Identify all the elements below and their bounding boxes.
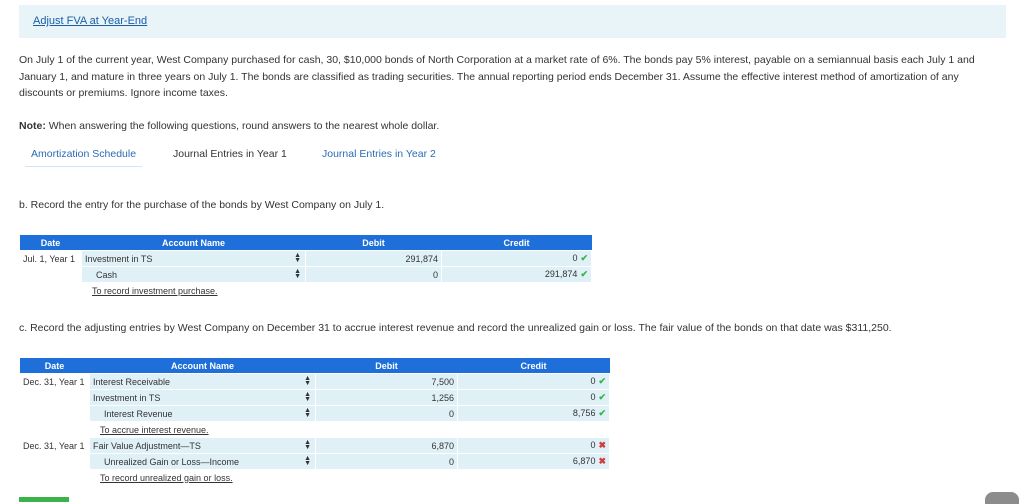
credit-input[interactable]: 8,756 ✔ — [457, 405, 610, 422]
table-row: Dec. 31, Year 1 Fair Value Adjustment—TS… — [19, 437, 610, 454]
select-arrows-icon: ▲ ▼ — [304, 455, 311, 467]
check-icon: ✔ — [598, 376, 606, 386]
account-select[interactable]: Fair Value Adjustment—TS ▲ ▼ — [89, 437, 316, 454]
table-row: Investment in TS ▲ ▼ 1,256 0 ✔ — [19, 389, 610, 406]
col-account: Account Name — [89, 358, 316, 374]
cross-icon: ✖ — [598, 440, 606, 450]
col-credit: Credit — [441, 235, 592, 251]
credit-input[interactable]: 0 ✔ — [441, 250, 592, 267]
table-row: Interest Revenue ▲ ▼ 0 8,756 ✔ — [19, 405, 610, 422]
account-select[interactable]: Unrealized Gain or Loss—Income ▲ ▼ — [89, 453, 316, 470]
note-text: Note: When answering the following quest… — [19, 120, 439, 132]
note-body: When answering the following questions, … — [45, 120, 440, 132]
debit-input[interactable]: 0 — [315, 405, 458, 422]
select-arrows-icon: ▲ ▼ — [304, 391, 311, 403]
select-arrows-icon: ▲ ▼ — [304, 407, 311, 419]
tab-journal-year-2[interactable]: Journal Entries in Year 2 — [322, 148, 436, 160]
select-arrows-icon: ▲ ▼ — [294, 268, 301, 280]
account-select[interactable]: Investment in TS ▲ ▼ — [89, 389, 316, 406]
account-select[interactable]: Cash ▲ ▼ — [81, 266, 306, 283]
credit-input[interactable]: 0 ✔ — [457, 373, 610, 390]
check-icon: ✔ — [598, 392, 606, 402]
table-row: Cash ▲ ▼ 0 291,874 ✔ — [19, 266, 592, 283]
cross-icon: ✖ — [598, 456, 606, 466]
journal-table-c: Date Account Name Debit Credit Dec. 31, … — [19, 358, 610, 486]
col-credit: Credit — [457, 358, 610, 374]
account-select[interactable]: Investment in TS ▲ ▼ — [81, 250, 306, 267]
col-account: Account Name — [81, 235, 306, 251]
note-label: Note: — [19, 120, 46, 132]
entry-date: Jul. 1, Year 1 — [19, 250, 82, 267]
question-b: b. Record the entry for the purchase of … — [19, 199, 385, 211]
col-debit: Debit — [315, 358, 458, 374]
debit-input[interactable]: 6,870 — [315, 437, 458, 454]
table-row: To accrue interest revenue. — [19, 421, 610, 438]
journal-table-b: Date Account Name Debit Credit Jul. 1, Y… — [19, 235, 592, 299]
account-select[interactable]: Interest Receivable ▲ ▼ — [89, 373, 316, 390]
entry-memo: To record unrealized gain or loss. — [89, 469, 316, 486]
credit-input[interactable]: 0 ✖ — [457, 437, 610, 454]
debit-input[interactable]: 7,500 — [315, 373, 458, 390]
check-icon: ✔ — [598, 408, 606, 418]
tab-bar: Amortization Schedule Journal Entries in… — [19, 142, 469, 168]
entry-memo: To record investment purchase. — [81, 282, 306, 299]
entry-date: Dec. 31, Year 1 — [19, 373, 90, 390]
question-c: c. Record the adjusting entries by West … — [19, 322, 892, 334]
tab-journal-year-1[interactable]: Journal Entries in Year 1 — [173, 148, 287, 160]
select-arrows-icon: ▲ ▼ — [294, 252, 301, 264]
table-row: Unrealized Gain or Loss—Income ▲ ▼ 0 6,870… — [19, 453, 610, 470]
check-icon: ✔ — [580, 253, 588, 263]
credit-input[interactable]: 0 ✔ — [457, 389, 610, 406]
col-date: Date — [19, 235, 82, 251]
tab-amortization-schedule[interactable]: Amortization Schedule — [25, 142, 143, 167]
scroll-top-button[interactable] — [985, 492, 1019, 504]
select-arrows-icon: ▲ ▼ — [304, 375, 311, 387]
table-row: To record unrealized gain or loss. — [19, 469, 610, 486]
entry-memo: To accrue interest revenue. — [89, 421, 316, 438]
table-row: Dec. 31, Year 1 Interest Receivable ▲ ▼ 7,… — [19, 373, 610, 390]
submit-button[interactable] — [19, 497, 69, 502]
select-arrows-icon: ▲ ▼ — [304, 439, 311, 451]
assignment-title-link[interactable]: Adjust FVA at Year-End — [33, 15, 148, 27]
credit-input[interactable]: 6,870 ✖ — [457, 453, 610, 470]
credit-input[interactable]: 291,874 ✔ — [441, 266, 592, 283]
debit-input[interactable]: 291,874 — [305, 250, 442, 267]
col-date: Date — [19, 358, 90, 374]
entry-date: Dec. 31, Year 1 — [19, 437, 90, 454]
col-debit: Debit — [305, 235, 442, 251]
table-row: Jul. 1, Year 1 Investment in TS ▲ ▼ 291,87… — [19, 250, 592, 267]
check-icon: ✔ — [580, 269, 588, 279]
debit-input[interactable]: 1,256 — [315, 389, 458, 406]
table-row: To record investment purchase. — [19, 282, 592, 299]
account-select[interactable]: Interest Revenue ▲ ▼ — [89, 405, 316, 422]
assignment-header: Adjust FVA at Year-End — [19, 5, 1006, 38]
debit-input[interactable]: 0 — [305, 266, 442, 283]
debit-input[interactable]: 0 — [315, 453, 458, 470]
problem-text: On July 1 of the current year, West Comp… — [19, 54, 975, 99]
